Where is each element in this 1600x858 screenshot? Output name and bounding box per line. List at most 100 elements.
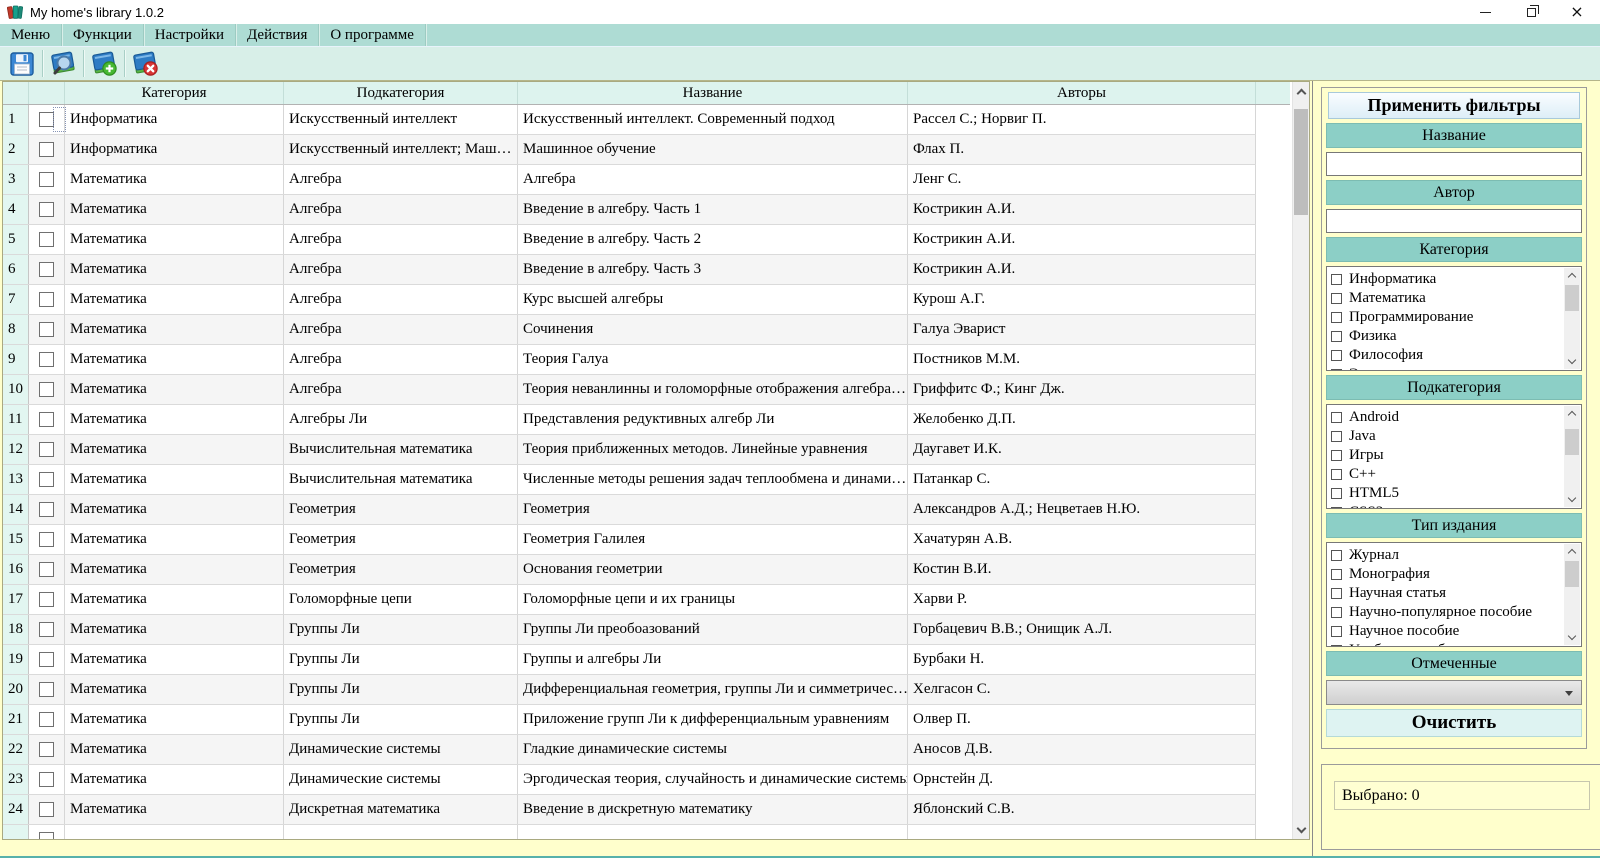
table-row[interactable]: 14 Математика Геометрия Геометрия Алекса… [3,495,1256,525]
checkbox[interactable] [1331,488,1342,499]
clear-filters-button[interactable]: Очистить [1326,709,1582,737]
row-checkbox[interactable] [39,352,54,367]
scrollbar-thumb[interactable] [1565,285,1579,311]
scroll-down-button[interactable] [1564,492,1580,507]
row-checkbox[interactable] [39,172,54,187]
menu-item[interactable]: О программе [319,24,426,46]
save-button[interactable] [4,48,40,79]
row-checkbox[interactable] [39,652,54,667]
row-checkbox[interactable] [39,142,54,157]
table-row[interactable]: 22 Математика Динамические системы Гладк… [3,735,1256,765]
subcategory-option[interactable]: C++ [1331,465,1581,484]
delete-book-button[interactable] [127,48,163,79]
row-checkbox[interactable] [39,592,54,607]
checkbox[interactable] [1331,293,1342,304]
scroll-up-button[interactable] [1293,83,1309,100]
subcategory-option[interactable]: HTML5 [1331,484,1581,503]
table-row[interactable]: 19 Математика Группы Ли Группы и алгебры… [3,645,1256,675]
checkbox[interactable] [1331,431,1342,442]
title-filter-input[interactable] [1326,152,1582,176]
table-row[interactable]: 7 Математика Алгебра Курс высшей алгебры… [3,285,1256,315]
row-checkbox[interactable] [39,442,54,457]
subcategory-option[interactable]: Java [1331,427,1581,446]
checkbox[interactable] [1331,626,1342,637]
table-row[interactable]: 11 Математика Алгебры Ли Представления р… [3,405,1256,435]
menu-item[interactable]: Действия [236,24,320,46]
menu-item[interactable]: Функции [62,24,144,46]
publication-type-option[interactable]: Научно-популярное пособие [1331,603,1581,622]
table-row[interactable]: 2 Информатика Искусственный интеллект; М… [3,135,1256,165]
subcategory-option[interactable]: Android [1331,408,1581,427]
publication-type-option[interactable]: Журнал [1331,546,1581,565]
table-row[interactable]: 3 Математика Алгебра Алгебра Ленг С. [3,165,1256,195]
row-checkbox[interactable] [39,772,54,787]
row-checkbox[interactable] [39,562,54,577]
scroll-down-button[interactable] [1564,630,1580,645]
menu-item[interactable]: Настройки [144,24,237,46]
publication-type-option[interactable]: Научное пособие [1331,622,1581,641]
table-row[interactable]: 20 Математика Группы Ли Дифференциальная… [3,675,1256,705]
category-option[interactable]: Философия [1331,346,1581,365]
publication-type-option[interactable]: Монография [1331,565,1581,584]
row-checkbox[interactable] [39,232,54,247]
row-checkbox[interactable] [39,502,54,517]
table-row[interactable]: 6 Математика Алгебра Введение в алгебру.… [3,255,1256,285]
scrollbar-thumb[interactable] [1294,109,1308,215]
scroll-down-button[interactable] [1293,821,1309,838]
row-checkbox[interactable] [39,622,54,637]
row-checkbox[interactable] [39,682,54,697]
scroll-down-button[interactable] [1564,354,1580,369]
table-scrollbar[interactable] [1292,82,1309,839]
table-row[interactable]: 15 Математика Геометрия Геометрия Галиле… [3,525,1256,555]
category-option[interactable]: Математика [1331,289,1581,308]
scroll-up-button[interactable] [1564,544,1580,559]
table-row[interactable]: 21 Математика Группы Ли Приложение групп… [3,705,1256,735]
table-row[interactable]: 4 Математика Алгебра Введение в алгебру.… [3,195,1256,225]
table-row-partial[interactable] [3,825,1256,839]
table-row[interactable]: 13 Математика Вычислительная математика … [3,465,1256,495]
category-option[interactable]: Экономика [1331,365,1581,370]
category-option[interactable]: Физика [1331,327,1581,346]
checkbox[interactable] [1331,645,1342,646]
row-checkbox[interactable] [39,712,54,727]
row-checkbox[interactable] [39,472,54,487]
row-checkbox[interactable] [39,532,54,547]
publication-type-option[interactable]: Учебное пособие [1331,641,1581,646]
checkbox[interactable] [1331,312,1342,323]
row-checkbox[interactable] [39,382,54,397]
checkbox[interactable] [1331,550,1342,561]
checkbox[interactable] [1331,331,1342,342]
add-book-button[interactable] [86,48,122,79]
checkbox[interactable] [1331,507,1342,508]
column-header-subcategory[interactable]: Подкатегория [284,82,518,104]
close-button[interactable]: × [1554,0,1600,24]
row-checkbox[interactable] [39,802,54,817]
checkbox[interactable] [1331,412,1342,423]
scroll-up-button[interactable] [1564,406,1580,421]
table-row[interactable]: 9 Математика Алгебра Теория Галуа Постни… [3,345,1256,375]
apply-filters-button[interactable]: Применить фильтры [1328,92,1580,119]
checkbox[interactable] [1331,588,1342,599]
subcategory-option[interactable]: CSS3 [1331,503,1581,508]
row-checkbox[interactable] [39,202,54,217]
category-option[interactable]: Информатика [1331,270,1581,289]
table-row[interactable]: 23 Математика Динамические системы Эргод… [3,765,1256,795]
checkbox[interactable] [1331,350,1342,361]
row-checkbox[interactable] [39,262,54,277]
category-option[interactable]: Программирование [1331,308,1581,327]
search-book-button[interactable] [45,48,81,79]
row-checkbox[interactable] [39,412,54,427]
minimize-button[interactable] [1462,0,1508,24]
column-header-authors[interactable]: Авторы [908,82,1256,104]
table-row[interactable]: 1 Информатика Искусственный интеллект Ис… [3,105,1256,135]
checkbox[interactable] [1331,607,1342,618]
row-checkbox[interactable] [39,292,54,307]
subcategory-option[interactable]: Игры [1331,446,1581,465]
table-row[interactable]: 17 Математика Голоморфные цепи Голоморфн… [3,585,1256,615]
scroll-up-button[interactable] [1564,268,1580,283]
table-row[interactable]: 24 Математика Дискретная математика Введ… [3,795,1256,825]
checkbox[interactable] [1331,369,1342,370]
table-row[interactable]: 10 Математика Алгебра Теория неванлинны … [3,375,1256,405]
scrollbar-thumb[interactable] [1565,561,1579,587]
publication-type-list-scrollbar[interactable] [1564,544,1580,645]
